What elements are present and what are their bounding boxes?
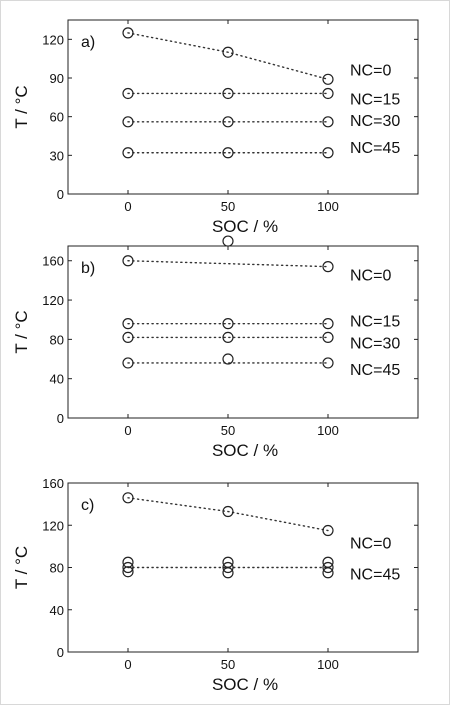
series: NC=15 bbox=[122, 87, 400, 108]
y-tick-label: 160 bbox=[42, 254, 64, 269]
series-label: NC=30 bbox=[350, 113, 400, 130]
series: NC=30 bbox=[122, 113, 400, 130]
x-tick-label: 50 bbox=[221, 423, 235, 438]
series-line bbox=[127, 497, 329, 532]
series: NC=45 bbox=[122, 556, 400, 584]
y-tick-label: 120 bbox=[42, 293, 64, 308]
series-label: NC=15 bbox=[350, 91, 400, 108]
x-tick-label: 0 bbox=[124, 657, 131, 672]
y-tick-label: 80 bbox=[50, 561, 64, 576]
data-point bbox=[222, 561, 234, 574]
y-tick-label: 120 bbox=[42, 32, 64, 47]
y-tick-label: 60 bbox=[50, 110, 64, 125]
panel-label: c) bbox=[81, 497, 94, 514]
data-point bbox=[322, 73, 334, 85]
series: NC=45 bbox=[122, 353, 400, 379]
data-point bbox=[322, 331, 334, 344]
data-point bbox=[222, 147, 234, 159]
y-tick-label: 40 bbox=[50, 603, 64, 618]
y-tick-label: 0 bbox=[57, 187, 64, 202]
panel-label: a) bbox=[81, 34, 95, 51]
data-point bbox=[122, 561, 134, 574]
panel-a: 0 50 100 0 30 60 90 120 SOC / % T / °C a) NC=0 NC=15… bbox=[12, 19, 419, 236]
series: NC=0 bbox=[122, 27, 391, 85]
x-tick-label: 50 bbox=[221, 657, 235, 672]
series-label: NC=45 bbox=[350, 362, 400, 379]
panels: 0 50 100 0 30 60 90 120 SOC / % T / °C a) NC=0 NC=15… bbox=[12, 19, 419, 694]
data-point bbox=[122, 116, 134, 128]
y-tick-label: 0 bbox=[57, 645, 64, 660]
data-point bbox=[122, 87, 134, 100]
x-tick-label: 0 bbox=[124, 199, 131, 214]
y-tick-label: 80 bbox=[50, 332, 64, 347]
y-tick-label: 30 bbox=[50, 148, 64, 163]
panel-b: 0 50 100 0 40 80 120 160 SOC / % T / °C b) NC=0 NC=1… bbox=[12, 235, 419, 460]
y-tick-label: 120 bbox=[42, 518, 64, 533]
data-point bbox=[122, 566, 134, 578]
series: NC=45 bbox=[122, 140, 400, 159]
data-point bbox=[122, 27, 134, 39]
panel-c: 0 50 100 0 40 80 120 160 SOC / % T / °C c) NC=0 NC=4… bbox=[12, 476, 419, 694]
data-point bbox=[322, 357, 334, 369]
series: NC=30 bbox=[122, 331, 400, 352]
plot-frame bbox=[67, 245, 419, 419]
panel-label: b) bbox=[81, 260, 95, 277]
data-point bbox=[122, 255, 134, 267]
data-point bbox=[122, 331, 134, 344]
data-point bbox=[222, 318, 234, 330]
data-point bbox=[222, 235, 234, 247]
data-point bbox=[222, 331, 234, 344]
series-label: NC=30 bbox=[350, 335, 400, 352]
data-point bbox=[222, 567, 234, 579]
y-tick-label: 90 bbox=[50, 71, 64, 86]
data-point bbox=[322, 524, 334, 537]
data-point bbox=[322, 261, 334, 273]
x-axis-label: SOC / % bbox=[212, 217, 278, 236]
plot-frame bbox=[67, 19, 419, 195]
data-point bbox=[222, 46, 234, 58]
data-point bbox=[122, 318, 134, 330]
x-tick-label: 100 bbox=[317, 199, 339, 214]
data-point bbox=[122, 492, 134, 504]
series-label: NC=0 bbox=[350, 536, 391, 553]
data-point bbox=[322, 567, 334, 579]
data-point bbox=[222, 87, 234, 100]
series: NC=15 bbox=[122, 314, 400, 331]
series-label: NC=0 bbox=[350, 62, 391, 79]
series-line bbox=[127, 260, 329, 268]
series-label: NC=45 bbox=[350, 567, 400, 584]
data-point bbox=[122, 147, 134, 159]
series: NC=0 bbox=[122, 235, 391, 285]
series: NC=0 bbox=[122, 492, 391, 553]
x-tick-label: 50 bbox=[221, 199, 235, 214]
x-tick-label: 100 bbox=[317, 657, 339, 672]
data-point bbox=[222, 116, 234, 128]
data-point bbox=[222, 505, 234, 518]
y-axis-label: T / °C bbox=[12, 85, 31, 128]
y-tick-label: 0 bbox=[57, 411, 64, 426]
x-tick-label: 100 bbox=[317, 423, 339, 438]
series-label: NC=0 bbox=[350, 268, 391, 285]
y-tick-label: 40 bbox=[50, 372, 64, 387]
x-axis-label: SOC / % bbox=[212, 441, 278, 460]
data-point bbox=[322, 87, 334, 100]
data-point bbox=[222, 353, 234, 365]
data-point bbox=[322, 561, 334, 574]
data-point bbox=[322, 147, 334, 159]
y-axis-label: T / °C bbox=[12, 546, 31, 589]
series-line bbox=[127, 32, 329, 80]
data-point bbox=[322, 318, 334, 330]
series-label: NC=45 bbox=[350, 140, 400, 157]
y-axis-label: T / °C bbox=[12, 310, 31, 353]
data-point bbox=[122, 357, 134, 369]
data-point bbox=[322, 116, 334, 128]
x-tick-label: 0 bbox=[124, 423, 131, 438]
y-tick-label: 160 bbox=[42, 476, 64, 491]
x-axis-label: SOC / % bbox=[212, 675, 278, 694]
series-label: NC=15 bbox=[350, 314, 400, 331]
